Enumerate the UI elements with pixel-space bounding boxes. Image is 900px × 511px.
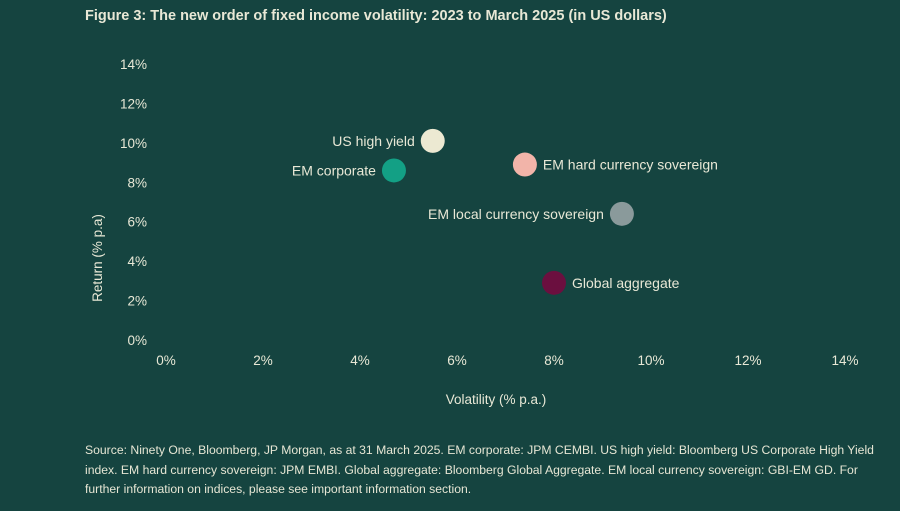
y-tick-label: 2% [127,294,147,309]
data-point-label: EM local currency sovereign [428,206,604,222]
x-tick-label: 2% [253,353,273,368]
data-point-label: EM corporate [292,162,376,178]
y-tick-label: 8% [127,175,147,190]
data-point [542,270,566,295]
y-tick-label: 14% [120,57,147,72]
data-point [420,128,445,153]
x-tick-label: 0% [156,353,176,368]
x-axis-ticks: 0% 2% 4% 6% 8% 10% 12% 14% [156,353,858,368]
data-point [381,158,406,183]
y-axis-label: Return (% p.a) [90,214,105,302]
y-tick-label: 12% [120,96,147,111]
y-tick-label: 6% [127,215,147,230]
x-tick-label: 10% [637,353,664,368]
y-tick-label: 4% [127,254,147,269]
y-axis-ticks: 0% 2% 4% 6% 8% 10% 12% 14% [120,57,147,348]
data-point [512,152,537,177]
y-tick-label: 10% [120,136,147,151]
data-point [609,201,634,226]
figure-title: Figure 3: The new order of fixed income … [85,8,667,24]
scatter-chart: 0%2%4%6%8%10%12%14% 0% 2% 4% 6% 8% 10% 12% 14% … [90,57,859,407]
data-points: US high yield EM corporate EM hard currenc… [292,128,718,295]
y-tick-label: 0% [127,333,147,348]
x-tick-label: 8% [544,353,564,368]
x-axis-label: Volatility (% p.a.) [446,392,547,407]
x-tick-label: 14% [831,353,858,368]
x-tick-label: 4% [350,353,370,368]
data-point-label: Global aggregate [572,275,680,291]
x-tick-label: 12% [734,353,761,368]
x-tick-label: 6% [447,353,467,368]
source-note: Source: Ninety One, Bloomberg, JP Morgan… [85,443,874,496]
data-point-label: EM hard currency sovereign [543,157,718,173]
data-point-label: US high yield [332,133,415,149]
